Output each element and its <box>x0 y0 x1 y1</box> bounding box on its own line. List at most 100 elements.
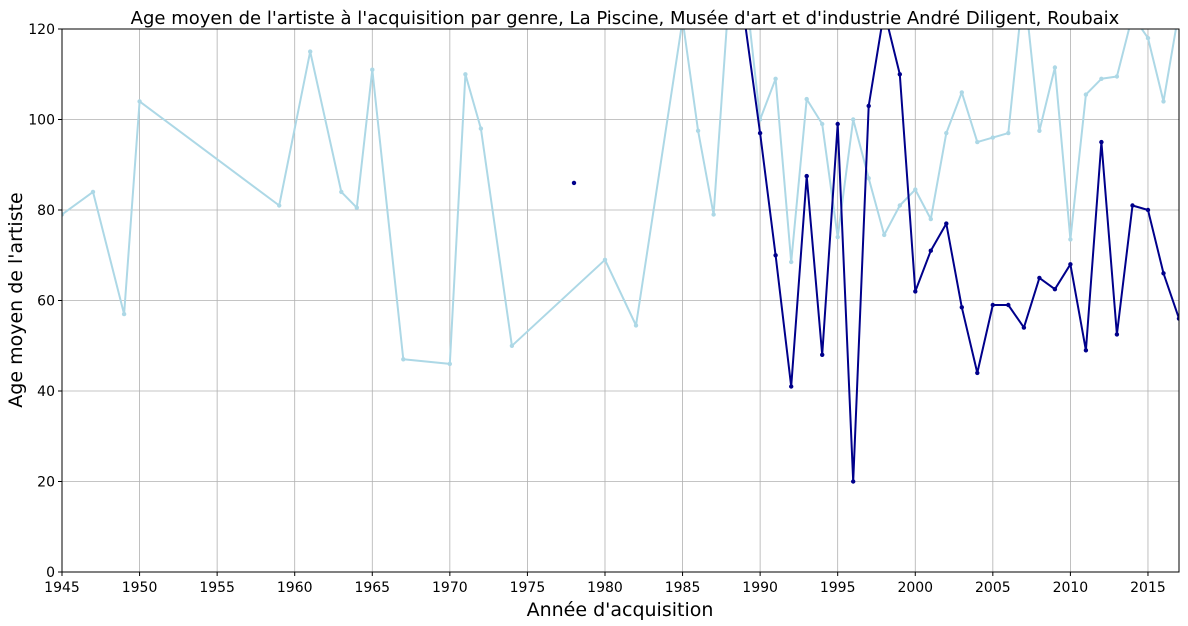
data-point <box>773 76 778 82</box>
data-point <box>509 343 515 348</box>
y-axis: 0 20 40 60 80 100 120 <box>28 22 62 581</box>
x-tick-label: 1955 <box>199 580 235 596</box>
x-tick-label: 2015 <box>1130 580 1166 596</box>
y-tick-label: 20 <box>37 475 55 491</box>
data-point <box>975 139 980 145</box>
data-point <box>447 361 452 367</box>
data-point <box>882 232 887 238</box>
data-point <box>1037 128 1042 133</box>
data-point <box>1099 76 1104 82</box>
x-tick-label: 1970 <box>432 580 468 596</box>
data-point <box>928 216 933 222</box>
data-point <box>1021 325 1027 330</box>
data-point <box>851 117 856 122</box>
data-point <box>1068 237 1073 242</box>
data-point <box>773 253 778 258</box>
data-point <box>959 90 964 95</box>
data-point <box>944 221 949 226</box>
series-1 <box>62 9 1181 367</box>
y-tick-label: 100 <box>28 113 55 129</box>
data-point <box>944 130 949 136</box>
y-tick-label: 120 <box>28 22 55 38</box>
data-point <box>1177 9 1181 13</box>
x-axis: 1945 1950 1955 1960 1965 1970 1975 1980 1985 1990… <box>44 572 1166 596</box>
data-point <box>1083 348 1089 353</box>
data-point <box>1006 302 1011 308</box>
data-point <box>121 311 127 317</box>
x-tick-label: 1975 <box>510 580 546 596</box>
plot-area <box>62 9 1181 484</box>
data-point <box>370 67 375 72</box>
data-point <box>990 135 995 140</box>
y-tick-label: 40 <box>37 384 55 400</box>
data-point <box>975 370 980 376</box>
data-point <box>62 212 65 217</box>
data-point <box>1130 203 1135 208</box>
data-point <box>1145 35 1151 41</box>
data-point <box>1099 139 1104 145</box>
data-point <box>820 121 825 127</box>
x-tick-label: 2000 <box>897 580 933 596</box>
data-point <box>866 103 871 109</box>
x-tick-label: 2005 <box>975 580 1011 596</box>
y-tick-label: 80 <box>37 203 55 219</box>
x-tick-label: 1945 <box>44 580 80 596</box>
y-axis-title: Age moyen de l'artiste <box>5 192 27 407</box>
y-tick-label: 60 <box>37 294 55 310</box>
data-point <box>308 49 313 54</box>
data-point <box>633 323 639 328</box>
data-point <box>1145 207 1151 213</box>
x-tick-label: 1980 <box>587 580 623 596</box>
data-point <box>401 357 406 362</box>
data-point <box>354 205 359 210</box>
data-point <box>571 180 577 186</box>
data-point <box>851 479 856 484</box>
data-point <box>478 126 484 131</box>
data-point <box>789 259 794 265</box>
data-point <box>866 176 871 181</box>
data-point <box>913 187 918 192</box>
data-point <box>137 99 142 104</box>
data-point <box>897 72 902 77</box>
data-point <box>1161 99 1166 104</box>
data-point <box>789 384 794 389</box>
data-point <box>990 302 995 308</box>
x-tick-label: 1985 <box>665 580 701 596</box>
data-point <box>1068 262 1073 267</box>
data-point <box>820 352 825 357</box>
x-tick-label: 1950 <box>122 580 158 596</box>
data-point <box>463 72 468 77</box>
data-point <box>928 248 933 253</box>
data-point <box>602 257 608 262</box>
data-point <box>757 130 763 136</box>
x-tick-label: 1960 <box>277 580 313 596</box>
x-tick-label: 1995 <box>820 580 856 596</box>
data-point <box>1037 275 1042 281</box>
data-point <box>1176 316 1179 321</box>
x-tick-label: 1965 <box>354 580 390 596</box>
data-point <box>835 121 840 127</box>
x-tick-label: 1990 <box>742 580 778 596</box>
chart-title: Age moyen de l'artiste à l'acquisition p… <box>131 8 1120 29</box>
data-point <box>913 289 918 294</box>
data-point <box>1006 130 1011 136</box>
x-tick-label: 2010 <box>1053 580 1089 596</box>
data-point <box>897 203 902 208</box>
data-point <box>1114 74 1120 79</box>
x-axis-title: Année d'acquisition <box>527 599 714 621</box>
data-point <box>1130 13 1134 17</box>
data-point <box>804 173 809 179</box>
data-point <box>804 96 809 102</box>
y-tick-label: 0 <box>46 565 55 581</box>
series-2 <box>571 29 1179 484</box>
data-point <box>277 203 282 208</box>
data-point <box>695 128 701 133</box>
data-point <box>711 212 716 217</box>
data-point <box>339 189 344 195</box>
data-point <box>835 234 840 240</box>
series-line <box>744 29 1179 483</box>
data-point <box>959 305 964 310</box>
data-point <box>90 189 96 195</box>
data-point <box>1052 287 1058 292</box>
